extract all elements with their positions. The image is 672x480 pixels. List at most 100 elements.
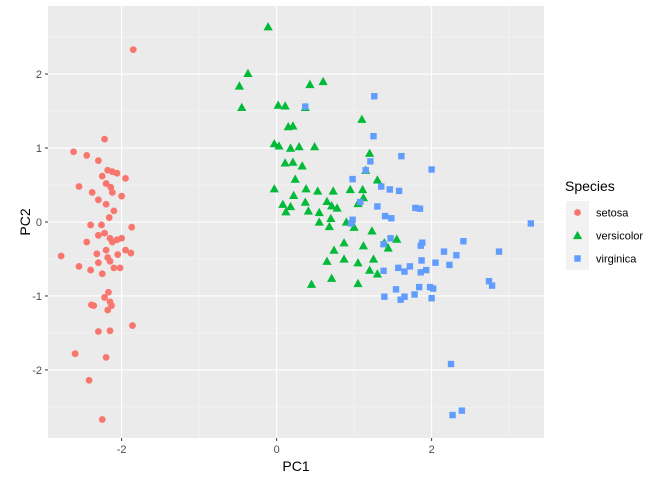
versicolor-point-35: [303, 206, 313, 215]
virginica-point-49: [449, 411, 456, 419]
versicolor-point-14: [294, 141, 304, 151]
virginica-point-9: [386, 186, 393, 193]
legend-item-virginica: virginica: [566, 247, 637, 270]
setosa-point-28: [108, 238, 116, 246]
setosa-point-56: [85, 376, 93, 384]
setosa-point-45: [101, 294, 108, 301]
axes: -2 0 2 -2 -1 0 1 2: [32, 69, 434, 456]
versicolor-point-23: [301, 184, 311, 193]
setosa-point-42: [116, 264, 124, 272]
versicolor-point-7: [280, 101, 290, 110]
virginica-point-5: [362, 167, 369, 174]
setosa-point-48: [90, 302, 98, 309]
versicolor-point-61: [383, 243, 393, 252]
setosa-point-13: [88, 189, 96, 196]
legend: Species setosa versicolor virginica: [565, 178, 643, 270]
legend-key-virginica: [574, 255, 581, 262]
setosa-point-9: [122, 174, 129, 182]
series-virginica: [302, 93, 535, 419]
x-tick-label-1: 0: [274, 444, 280, 456]
virginica-point-47: [397, 296, 404, 303]
versicolor-point-58: [353, 278, 363, 288]
versicolor-point-46: [349, 222, 359, 231]
virginica-point-38: [488, 282, 496, 289]
versicolor-point-4: [318, 76, 328, 86]
setosa-point-38: [106, 257, 114, 265]
setosa-point-2: [70, 148, 77, 156]
setosa-point-4: [94, 157, 102, 165]
legend-title: Species: [565, 178, 615, 194]
setosa-point-12: [75, 183, 83, 190]
setosa-point-39: [75, 262, 83, 270]
versicolor-point-28: [345, 184, 355, 194]
versicolor-point-37: [322, 196, 332, 205]
setosa-point-37: [94, 259, 102, 267]
virginica-point-46: [428, 294, 435, 302]
versicolor-point-26: [289, 190, 299, 200]
y-tick-label-4: 2: [36, 69, 42, 81]
setosa-point-16: [94, 196, 102, 204]
virginica-point-20: [387, 235, 394, 242]
setosa-point-53: [102, 353, 110, 361]
versicolor-point-44: [314, 217, 324, 226]
y-axis-title: PC2: [17, 208, 33, 235]
setosa-point-18: [110, 207, 118, 215]
versicolor-point-51: [339, 254, 349, 263]
versicolor-point-33: [285, 201, 296, 211]
virginica-point-30: [395, 264, 402, 272]
virginica-point-17: [349, 216, 356, 223]
setosa-point-24: [94, 231, 102, 239]
virginica-point-16: [388, 215, 395, 222]
setosa-point-29: [83, 238, 91, 246]
setosa-point-31: [102, 246, 110, 254]
versicolor-point-49: [358, 241, 369, 250]
y-tick-label-0: -2: [32, 365, 42, 377]
virginica-point-25: [418, 257, 425, 264]
virginica-point-41: [429, 285, 437, 292]
virginica-point-34: [401, 268, 408, 275]
virginica-point-45: [411, 291, 418, 298]
virginica-point-26: [440, 248, 448, 255]
series-setosa: [57, 46, 137, 423]
x-tick-label-2: 2: [429, 444, 435, 456]
virginica-point-31: [446, 261, 453, 269]
setosa-point-0: [129, 46, 137, 54]
versicolor-point-57: [365, 265, 375, 274]
versicolor-point-24: [313, 186, 323, 195]
virginica-point-43: [381, 293, 388, 300]
setosa-point-51: [106, 327, 114, 335]
virginica-point-4: [367, 158, 374, 165]
setosa-point-32: [93, 250, 101, 258]
versicolor-point-45: [324, 221, 334, 231]
setosa-point-20: [87, 221, 95, 229]
setosa-point-22: [128, 223, 136, 231]
setosa-point-8: [98, 172, 106, 180]
versicolor-point-20: [365, 148, 375, 157]
setosa-point-33: [114, 251, 122, 258]
versicolor-point-48: [339, 238, 349, 247]
virginica-point-8: [378, 183, 385, 190]
legend-label-versicolor: versicolor: [596, 231, 643, 243]
virginica-point-6: [428, 166, 435, 173]
versicolor-point-59: [372, 269, 382, 278]
setosa-point-7: [113, 169, 121, 177]
setosa-point-21: [98, 221, 105, 229]
versicolor-point-55: [322, 256, 332, 265]
legend-label-setosa: setosa: [596, 208, 629, 220]
versicolor-point-31: [278, 199, 288, 208]
virginica-point-28: [453, 252, 460, 259]
virginica-point-2: [370, 132, 377, 140]
setosa-point-49: [108, 302, 115, 309]
setosa-point-40: [110, 264, 118, 272]
x-tick-label-0: -2: [117, 444, 127, 456]
setosa-point-34: [127, 249, 135, 257]
virginica-point-35: [406, 263, 414, 270]
setosa-point-27: [118, 234, 126, 242]
versicolor-point-56: [327, 273, 337, 282]
versicolor-point-12: [274, 141, 284, 150]
versicolor-point-19: [357, 114, 367, 123]
y-tick-label-2: 0: [36, 217, 42, 229]
virginica-point-11: [357, 198, 364, 206]
virginica-point-36: [417, 269, 424, 276]
setosa-point-11: [107, 183, 115, 191]
